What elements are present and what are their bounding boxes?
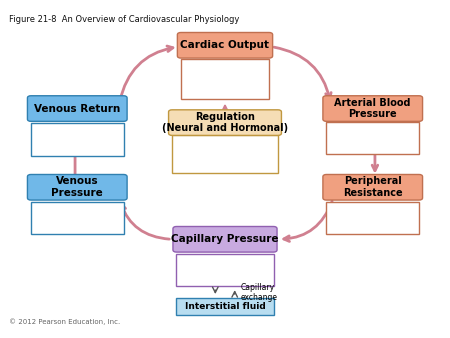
FancyBboxPatch shape xyxy=(176,298,274,315)
FancyBboxPatch shape xyxy=(27,96,127,121)
Text: Figure 21-8  An Overview of Cardiovascular Physiology: Figure 21-8 An Overview of Cardiovascula… xyxy=(9,15,239,24)
FancyBboxPatch shape xyxy=(172,135,278,172)
Text: Venous Return: Venous Return xyxy=(34,103,121,114)
FancyBboxPatch shape xyxy=(176,254,274,286)
FancyBboxPatch shape xyxy=(173,226,277,252)
FancyBboxPatch shape xyxy=(326,122,419,154)
FancyBboxPatch shape xyxy=(323,174,423,200)
Text: Arterial Blood
Pressure: Arterial Blood Pressure xyxy=(334,98,411,119)
FancyBboxPatch shape xyxy=(177,32,273,58)
Text: Peripheral
Resistance: Peripheral Resistance xyxy=(343,176,403,198)
Text: Capillary Pressure: Capillary Pressure xyxy=(171,234,279,244)
Text: © 2012 Pearson Education, Inc.: © 2012 Pearson Education, Inc. xyxy=(9,318,120,325)
Text: Venous
Pressure: Venous Pressure xyxy=(51,176,103,198)
FancyBboxPatch shape xyxy=(323,96,423,121)
FancyBboxPatch shape xyxy=(31,202,124,234)
FancyBboxPatch shape xyxy=(31,123,124,155)
FancyBboxPatch shape xyxy=(181,58,269,99)
Text: Regulation
(Neural and Hormonal): Regulation (Neural and Hormonal) xyxy=(162,112,288,134)
FancyBboxPatch shape xyxy=(169,110,281,136)
Text: Capillary
exchange: Capillary exchange xyxy=(240,283,278,302)
FancyBboxPatch shape xyxy=(326,202,419,234)
Text: Interstitial fluid: Interstitial fluid xyxy=(184,302,266,311)
FancyBboxPatch shape xyxy=(27,174,127,200)
Text: Cardiac Output: Cardiac Output xyxy=(180,40,270,50)
